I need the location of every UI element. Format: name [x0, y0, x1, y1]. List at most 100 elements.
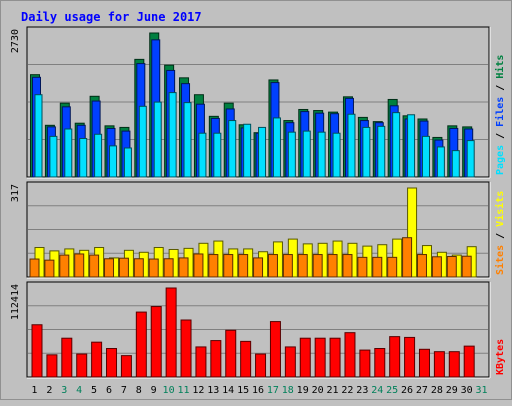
legend-item-visits: Visits: [494, 191, 506, 227]
bar-kbytes-13: [210, 340, 222, 378]
bar-pages-16: [258, 126, 267, 178]
bar-sites-3: [59, 254, 70, 278]
bar-sites-18: [282, 254, 293, 278]
bar-pages-22: [347, 113, 356, 178]
bar-kbytes-19: [299, 337, 311, 378]
bar-kbytes-25: [389, 336, 401, 378]
bar-sites-1: [29, 258, 40, 278]
x-tick-label-25: 25: [386, 385, 398, 396]
bar-sites-24: [372, 256, 383, 278]
bar-sites-30: [461, 255, 472, 278]
bar-kbytes-30: [463, 345, 475, 378]
bar-kbytes-9: [150, 306, 162, 378]
x-tick-label-24: 24: [371, 385, 383, 396]
bar-pages-4: [79, 137, 88, 178]
bar-kbytes-23: [359, 349, 371, 378]
bar-pages-17: [272, 117, 281, 178]
chart-title: Daily usage for June 2017: [21, 10, 202, 24]
bar-sites-5: [89, 254, 100, 278]
x-tick-label-6: 6: [106, 385, 112, 396]
bar-pages-11: [183, 102, 192, 178]
bar-kbytes-12: [195, 346, 207, 378]
bar-kbytes-15: [240, 340, 252, 378]
bar-kbytes-8: [135, 311, 147, 378]
bar-pages-21: [332, 132, 341, 178]
bar-pages-25: [392, 112, 401, 178]
bar-sites-19: [297, 254, 308, 278]
bar-kbytes-29: [448, 351, 460, 378]
y-max-label-kbytes: 112414: [10, 284, 21, 320]
bar-pages-8: [138, 105, 147, 178]
x-tick-label-10: 10: [163, 385, 175, 396]
bar-pages-3: [64, 128, 73, 178]
x-tick-label-7: 7: [121, 385, 127, 396]
x-tick-label-18: 18: [282, 385, 294, 396]
bar-sites-26: [402, 237, 413, 278]
bar-sites-15: [238, 254, 249, 278]
bar-pages-7: [123, 147, 132, 178]
bar-kbytes-4: [76, 353, 88, 378]
x-tick-label-26: 26: [401, 385, 413, 396]
bar-sites-14: [223, 254, 234, 278]
x-tick-label-15: 15: [237, 385, 249, 396]
bar-kbytes-2: [46, 354, 58, 378]
bar-kbytes-24: [374, 347, 386, 378]
bar-sites-4: [74, 253, 85, 278]
x-tick-label-19: 19: [297, 385, 309, 396]
bar-kbytes-21: [329, 337, 341, 378]
bar-sites-25: [387, 256, 398, 278]
bar-sites-21: [327, 254, 338, 278]
bar-kbytes-22: [344, 332, 356, 378]
legend-visits-sites: Sites / Visits: [494, 191, 506, 275]
legend-hits-files-pages: Pages / Files / Hits: [494, 55, 506, 175]
bar-sites-11: [178, 257, 189, 278]
x-tick-label-3: 3: [61, 385, 67, 396]
bar-pages-9: [153, 101, 162, 178]
bar-sites-23: [357, 256, 368, 278]
y-max-label-visits-sites: 317: [10, 184, 21, 202]
x-tick-label-29: 29: [446, 385, 458, 396]
x-tick-label-2: 2: [46, 385, 52, 396]
x-tick-label-13: 13: [207, 385, 219, 396]
bar-pages-26: [407, 114, 416, 178]
bar-sites-12: [193, 253, 204, 278]
x-tick-label-31: 31: [476, 385, 488, 396]
bar-sites-29: [446, 256, 457, 278]
legend-item-sites: Sites: [494, 245, 506, 275]
x-tick-label-30: 30: [461, 385, 473, 396]
legend-item-pages: Pages: [495, 145, 506, 175]
bar-kbytes-28: [433, 351, 445, 378]
bar-pages-24: [377, 125, 386, 178]
bar-sites-2: [44, 259, 55, 278]
bar-pages-2: [49, 135, 58, 178]
y-max-label-hits-files-pages: 2730: [10, 29, 21, 53]
bar-pages-18: [287, 131, 296, 178]
legend-item-kbytes: KBytes: [495, 339, 506, 375]
legend-item-hits: Hits: [494, 55, 506, 79]
bar-pages-10: [168, 92, 177, 178]
bar-sites-20: [312, 254, 323, 278]
x-tick-label-28: 28: [431, 385, 443, 396]
bar-pages-12: [198, 132, 207, 178]
bar-sites-22: [342, 254, 353, 278]
x-tick-label-20: 20: [312, 385, 324, 396]
x-tick-label-11: 11: [177, 385, 189, 396]
x-tick-label-17: 17: [267, 385, 279, 396]
bar-pages-1: [34, 94, 43, 178]
x-tick-label-1: 1: [31, 385, 37, 396]
bar-pages-15: [243, 123, 252, 178]
bar-kbytes-1: [31, 324, 43, 378]
bar-sites-28: [431, 256, 442, 278]
panel-hits-files-pages: 2730 Pages / Files / Hits: [10, 26, 506, 179]
x-tick-label-14: 14: [222, 385, 234, 396]
bar-pages-6: [109, 145, 118, 178]
bar-sites-27: [416, 254, 427, 278]
x-tick-label-9: 9: [151, 385, 157, 396]
bar-kbytes-20: [314, 337, 326, 378]
bar-kbytes-11: [180, 319, 192, 378]
bar-kbytes-7: [120, 355, 132, 378]
legend-kbytes: KBytes: [495, 339, 506, 375]
panel-kbytes: 112414 KBytes: [10, 281, 506, 379]
